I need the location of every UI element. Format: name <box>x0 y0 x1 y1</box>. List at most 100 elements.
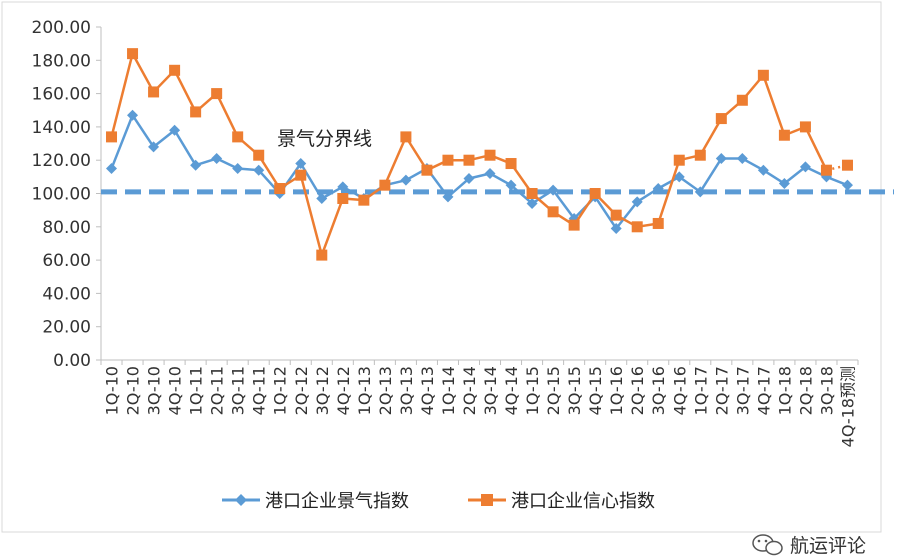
legend-marker-xinxin <box>481 494 493 506</box>
y-tick-label: 140.00 <box>32 118 91 138</box>
x-tick-label: 1Q-10 <box>103 366 122 415</box>
x-tick-label: 3Q-12 <box>313 366 332 415</box>
data-point <box>400 174 412 186</box>
data-point <box>253 149 265 161</box>
series-2 <box>106 48 853 261</box>
data-point <box>526 188 538 199</box>
x-tick-label: 4Q-14 <box>502 366 521 415</box>
y-tick-label: 100.00 <box>32 185 91 205</box>
y-tick-label: 120.00 <box>32 151 91 171</box>
x-tick-label: 2Q-16 <box>628 366 647 415</box>
data-point <box>316 192 328 204</box>
data-point <box>337 192 349 204</box>
data-point <box>484 149 496 161</box>
x-tick-label: 3Q-11 <box>229 366 248 415</box>
data-point <box>841 179 853 191</box>
legend-marker-jingqi <box>235 494 247 506</box>
y-tick-label: 40.00 <box>42 284 91 304</box>
data-point <box>169 124 181 136</box>
data-point <box>736 153 748 165</box>
x-tick-label: 3Q-13 <box>397 366 416 415</box>
x-tick-label: 4Q-17 <box>754 366 773 415</box>
x-tick-label: 4Q-13 <box>418 366 437 415</box>
data-point <box>127 48 139 60</box>
data-point <box>694 186 706 198</box>
reference-line-label: 景气分界线 <box>277 128 372 150</box>
x-tick-label: 4Q-10 <box>166 366 185 415</box>
data-point <box>442 154 454 166</box>
x-tick-label: 1Q-12 <box>271 366 290 415</box>
x-tick-label: 2Q-11 <box>208 366 227 415</box>
data-point <box>442 191 454 203</box>
x-tick-label: 2Q-12 <box>292 366 311 415</box>
x-tick-label: 4Q-12 <box>334 366 353 415</box>
x-tick-label: 3Q-17 <box>733 366 752 415</box>
data-point <box>820 164 832 176</box>
data-point <box>211 88 223 100</box>
data-point <box>757 164 769 176</box>
data-point <box>379 179 391 191</box>
x-tick-label: 4Q-11 <box>250 366 269 415</box>
data-point <box>232 131 244 143</box>
data-point <box>715 113 727 125</box>
data-point <box>736 94 748 106</box>
x-tick-label: 2Q-13 <box>376 366 395 415</box>
x-tick-label: 1Q-14 <box>439 366 458 415</box>
legend-item-jingqi: 港口企业景气指数 <box>222 491 409 512</box>
x-tick-label: 2Q-18 <box>796 366 815 415</box>
data-point <box>799 121 811 133</box>
y-axis: 0.00 20.00 40.00 60.00 80.00 100.00 120.00 140.… <box>32 18 102 371</box>
data-point <box>505 158 517 170</box>
data-point <box>169 64 181 76</box>
data-point <box>295 169 307 181</box>
data-point <box>673 171 685 183</box>
legend-item-xinxin: 港口企业信心指数 <box>468 491 655 512</box>
data-point <box>610 209 622 221</box>
x-tick-label: 2Q-14 <box>460 366 479 415</box>
y-tick-label: 80.00 <box>42 218 91 238</box>
data-point <box>421 164 433 176</box>
data-point <box>148 141 160 153</box>
x-tick-label: 4Q-16 <box>670 366 689 415</box>
y-tick-label: 60.00 <box>42 251 91 271</box>
data-point <box>568 219 580 231</box>
data-point <box>631 221 643 233</box>
data-point <box>778 129 790 141</box>
data-point <box>547 206 559 218</box>
x-tick-label: 3Q-15 <box>565 366 584 415</box>
data-point <box>211 153 223 165</box>
x-tick-label: 1Q-18 <box>775 366 794 415</box>
data-point <box>337 181 349 193</box>
x-tick-label: 1Q-17 <box>691 366 710 415</box>
reference-line-group: 景气分界线 <box>101 128 894 195</box>
data-point <box>757 69 769 81</box>
legend-label-xinxin: 港口企业信心指数 <box>511 491 655 512</box>
data-point <box>778 178 790 190</box>
data-point <box>106 131 118 143</box>
x-tick-label: 1Q-13 <box>355 366 374 415</box>
y-tick-label: 160.00 <box>32 85 91 105</box>
data-point <box>610 222 622 234</box>
y-tick-label: 20.00 <box>42 318 91 338</box>
wechat-icon <box>752 534 783 556</box>
x-tick-label: 1Q-11 <box>187 366 206 415</box>
data-point <box>484 168 496 180</box>
data-point <box>253 164 265 176</box>
x-tick-label: 3Q-10 <box>145 366 164 415</box>
x-tick-label: 2Q-10 <box>124 366 143 415</box>
data-point <box>652 183 664 195</box>
data-point <box>652 217 664 229</box>
series-1 <box>106 109 853 234</box>
data-point <box>673 154 685 166</box>
y-tick-label: 200.00 <box>32 18 91 38</box>
x-tick-label: 1Q-16 <box>607 366 626 415</box>
data-point <box>316 249 328 261</box>
legend-label-jingqi: 港口企业景气指数 <box>265 491 409 512</box>
y-tick-label: 180.00 <box>32 51 91 71</box>
data-point <box>715 153 727 165</box>
series-layer <box>106 48 853 261</box>
x-tick-label: 2Q-15 <box>544 366 563 415</box>
data-point <box>505 179 517 191</box>
x-tick-label: 1Q-15 <box>523 366 542 415</box>
